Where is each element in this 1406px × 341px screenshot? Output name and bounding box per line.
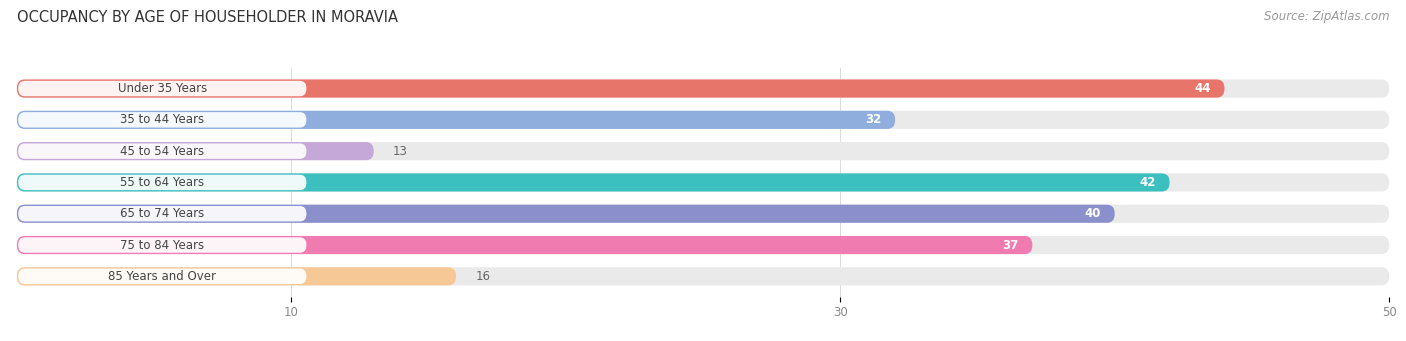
Text: 37: 37: [1002, 239, 1018, 252]
Text: 42: 42: [1139, 176, 1156, 189]
FancyBboxPatch shape: [17, 142, 374, 160]
Text: Under 35 Years: Under 35 Years: [118, 82, 207, 95]
Text: 40: 40: [1084, 207, 1101, 220]
FancyBboxPatch shape: [17, 205, 1389, 223]
FancyBboxPatch shape: [18, 269, 307, 284]
Text: 44: 44: [1194, 82, 1211, 95]
Text: 32: 32: [865, 113, 882, 126]
FancyBboxPatch shape: [17, 79, 1225, 98]
FancyBboxPatch shape: [17, 142, 1389, 160]
FancyBboxPatch shape: [18, 112, 307, 128]
FancyBboxPatch shape: [17, 111, 1389, 129]
FancyBboxPatch shape: [17, 111, 896, 129]
Text: Source: ZipAtlas.com: Source: ZipAtlas.com: [1264, 10, 1389, 23]
Text: 85 Years and Over: 85 Years and Over: [108, 270, 217, 283]
FancyBboxPatch shape: [18, 175, 307, 190]
FancyBboxPatch shape: [17, 205, 1115, 223]
Text: 13: 13: [392, 145, 408, 158]
FancyBboxPatch shape: [17, 267, 1389, 285]
Text: 35 to 44 Years: 35 to 44 Years: [121, 113, 204, 126]
FancyBboxPatch shape: [17, 236, 1389, 254]
FancyBboxPatch shape: [17, 173, 1170, 192]
Text: 45 to 54 Years: 45 to 54 Years: [121, 145, 204, 158]
FancyBboxPatch shape: [17, 267, 456, 285]
Text: 16: 16: [475, 270, 491, 283]
Text: 65 to 74 Years: 65 to 74 Years: [120, 207, 204, 220]
FancyBboxPatch shape: [17, 173, 1389, 192]
Text: 75 to 84 Years: 75 to 84 Years: [121, 239, 204, 252]
FancyBboxPatch shape: [18, 237, 307, 253]
Text: OCCUPANCY BY AGE OF HOUSEHOLDER IN MORAVIA: OCCUPANCY BY AGE OF HOUSEHOLDER IN MORAV…: [17, 10, 398, 25]
FancyBboxPatch shape: [17, 236, 1032, 254]
Text: 55 to 64 Years: 55 to 64 Years: [121, 176, 204, 189]
FancyBboxPatch shape: [18, 206, 307, 221]
FancyBboxPatch shape: [17, 79, 1389, 98]
FancyBboxPatch shape: [18, 144, 307, 159]
FancyBboxPatch shape: [18, 81, 307, 96]
